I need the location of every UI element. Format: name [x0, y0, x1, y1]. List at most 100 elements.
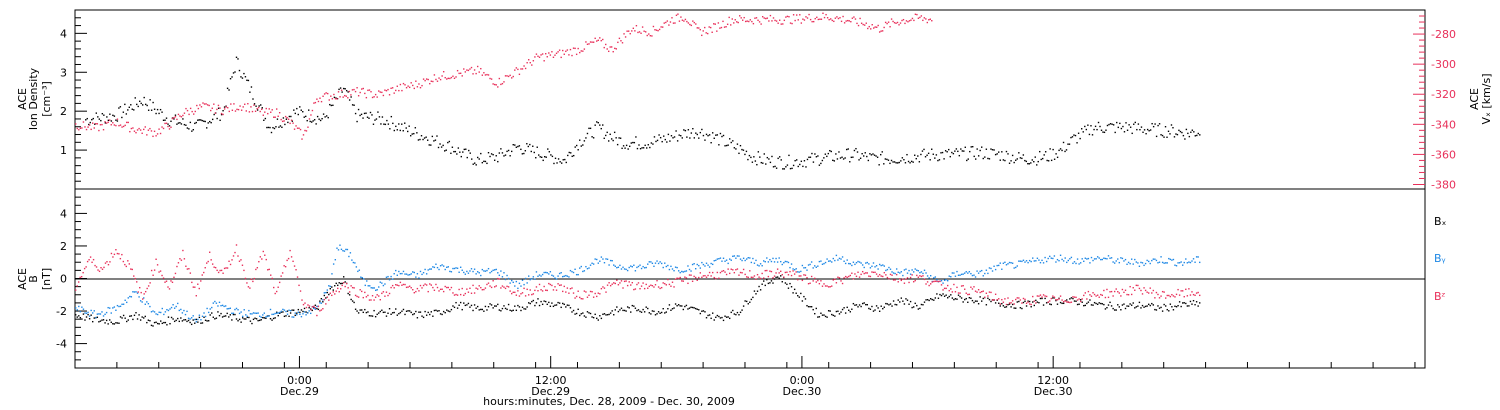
by-point [1107, 255, 1110, 257]
by-point [948, 275, 950, 277]
density-point [1021, 157, 1023, 160]
by-point [405, 273, 408, 275]
bz-point [922, 275, 924, 277]
bx-point [1129, 303, 1131, 305]
bz-point [843, 277, 845, 279]
density-point [663, 135, 665, 137]
bx-point [843, 307, 845, 309]
by-point [746, 258, 748, 260]
bx-point [1161, 310, 1164, 312]
vx-point [560, 56, 562, 59]
density-point [895, 162, 897, 164]
density-point [399, 129, 401, 132]
bx-point [130, 315, 133, 317]
vx-point [531, 64, 533, 66]
density-point [380, 123, 382, 125]
bz-point [152, 274, 154, 276]
bx-point [167, 316, 170, 318]
bx-point [1001, 302, 1003, 305]
by-point [486, 269, 488, 272]
by-point [566, 275, 569, 277]
by-point [656, 260, 658, 262]
bx-point [664, 312, 666, 314]
bx-point [758, 285, 760, 288]
density-point [118, 107, 120, 109]
bx-point [727, 316, 729, 318]
density-point [393, 129, 396, 132]
bz-point [325, 303, 327, 305]
bz-point [337, 287, 339, 290]
density-point [969, 150, 971, 153]
density-point [1030, 162, 1032, 164]
bz-point [537, 290, 539, 292]
bz-point [837, 276, 839, 278]
bz-point [1100, 293, 1102, 296]
vx-point [674, 22, 676, 24]
density-point [693, 137, 696, 139]
density-point [451, 146, 454, 148]
vx-point [466, 69, 468, 71]
bx-point [308, 307, 310, 309]
bx-point [840, 311, 842, 313]
density-point [395, 125, 397, 128]
vx-point [618, 37, 621, 40]
vx-point [164, 122, 166, 125]
by-point [493, 269, 496, 271]
density-point [735, 148, 737, 150]
by-point [996, 264, 998, 267]
bz-point [1038, 295, 1040, 297]
bx-point [538, 304, 541, 307]
vx-point [459, 72, 462, 74]
bz-point [235, 244, 238, 246]
density-point [912, 161, 914, 163]
bz-point [432, 286, 434, 289]
bz-point [374, 296, 377, 298]
by-point [911, 269, 913, 271]
bx-point [668, 304, 671, 306]
density-point [1175, 133, 1177, 135]
bx-point [258, 319, 261, 322]
vx-point [441, 75, 443, 77]
bx-point [272, 317, 275, 320]
density-point [504, 154, 507, 156]
bx-point [201, 322, 204, 324]
vx-point [82, 121, 85, 123]
bz-point [329, 292, 331, 294]
bz-point [95, 266, 98, 268]
by-point [759, 263, 762, 265]
density-point [501, 152, 504, 154]
bz-point [798, 275, 800, 277]
bz-point [704, 274, 706, 277]
density-point [106, 116, 108, 118]
bz-point [170, 280, 172, 282]
bx-point [424, 310, 426, 313]
by-point [363, 278, 365, 280]
vx-point [438, 77, 440, 79]
density-point [1131, 132, 1133, 135]
bz-point [1140, 289, 1142, 292]
bz-point [131, 268, 133, 271]
by-point [85, 312, 88, 314]
bx-point [296, 312, 298, 314]
by-point [489, 272, 491, 274]
bx-point [889, 303, 892, 305]
vx-point [789, 22, 792, 24]
bx-point [916, 304, 918, 307]
bx-point [773, 278, 776, 280]
density-point [1079, 137, 1081, 140]
density-point [543, 155, 546, 158]
bz-point [840, 280, 842, 282]
bz-point [1197, 291, 1199, 294]
by-point [648, 261, 651, 263]
vx-point [893, 21, 896, 24]
by-point [552, 275, 555, 277]
vx-point [407, 85, 409, 87]
density-point [294, 112, 297, 115]
bx-point [583, 315, 586, 317]
density-point [1076, 142, 1078, 144]
density-point [285, 118, 288, 120]
by-point [1064, 257, 1066, 259]
density-point [325, 115, 328, 117]
bz-point [1107, 296, 1110, 299]
